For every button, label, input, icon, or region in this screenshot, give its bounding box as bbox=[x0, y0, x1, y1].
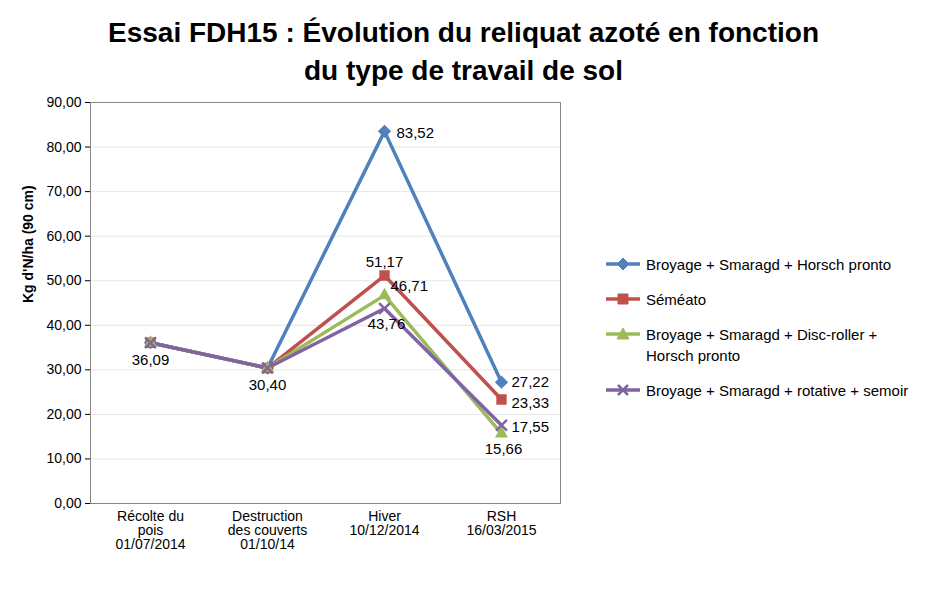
svg-text:30,40: 30,40 bbox=[249, 376, 287, 393]
html-text:Broyage + Smaragd + Disc-rolle: Broyage + Smaragd + Disc-roller + Horsch… bbox=[646, 326, 878, 364]
svg-text:Récolte dupois01/07/2014: Récolte dupois01/07/2014 bbox=[115, 508, 185, 552]
svg-text:70,00: 70,00 bbox=[46, 183, 81, 199]
svg-text:43,76: 43,76 bbox=[368, 315, 406, 332]
svg-text:Hiver10/12/2014: Hiver10/12/2014 bbox=[349, 508, 419, 538]
svg-text:36,09: 36,09 bbox=[132, 350, 170, 367]
svg-text:17,55: 17,55 bbox=[512, 418, 550, 435]
svg-text:30,00: 30,00 bbox=[46, 361, 81, 377]
svg-text:20,00: 20,00 bbox=[46, 406, 81, 422]
svg-text:15,66: 15,66 bbox=[485, 440, 523, 457]
svg-text:27,22: 27,22 bbox=[512, 373, 550, 390]
svg-text:0,00: 0,00 bbox=[54, 495, 81, 511]
svg-text:10,00: 10,00 bbox=[46, 450, 81, 466]
svg-text:83,52: 83,52 bbox=[397, 124, 435, 141]
svg-text:50,00: 50,00 bbox=[46, 272, 81, 288]
html-text:Séméato: Séméato bbox=[646, 291, 706, 308]
svg-text:Destructiondes couverts01/10/1: Destructiondes couverts01/10/14 bbox=[228, 508, 307, 552]
svg-text:40,00: 40,00 bbox=[46, 317, 81, 333]
svg-text:90,00: 90,00 bbox=[46, 94, 81, 110]
svg-text:46,71: 46,71 bbox=[391, 277, 429, 294]
html-text:Broyage + Smaragd + rotative +: Broyage + Smaragd + rotative + semoir bbox=[646, 382, 909, 399]
svg-text:80,00: 80,00 bbox=[46, 139, 81, 155]
svg-text:Kg d'N/ha (90 cm): Kg d'N/ha (90 cm) bbox=[20, 185, 36, 303]
svg-text:RSH16/03/2015: RSH16/03/2015 bbox=[466, 508, 536, 538]
html-text:Essai FDH15 : Évolution du rel: Essai FDH15 : Évolution du reliquat azot… bbox=[108, 17, 819, 86]
svg-text:51,17: 51,17 bbox=[366, 253, 404, 270]
html-text:Broyage + Smaragd + Horsch pro: Broyage + Smaragd + Horsch pronto bbox=[646, 256, 892, 273]
svg-text:23,33: 23,33 bbox=[512, 394, 550, 411]
svg-text:60,00: 60,00 bbox=[46, 228, 81, 244]
